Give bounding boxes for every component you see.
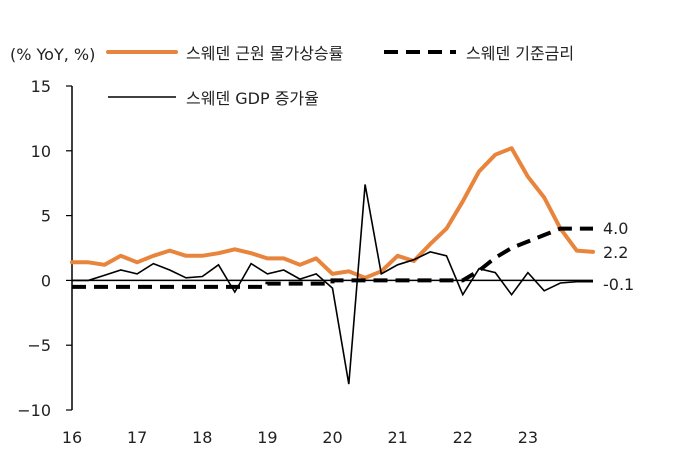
x-tick-label: 18 — [192, 428, 212, 447]
y-tick-label: 10 — [31, 142, 51, 161]
legend-core-cpi-label: 스웨덴 근원 물가상승률 — [186, 44, 344, 63]
legend-swatches — [106, 50, 456, 98]
x-tick-label: 19 — [257, 428, 277, 447]
x-tick-label: 20 — [322, 428, 342, 447]
x-tick-label: 17 — [127, 428, 147, 447]
y-axis-label: (% YoY, %) — [10, 45, 95, 64]
legend-policy-rate-label: 스웨덴 기준금리 — [466, 44, 575, 63]
series-line-policy_rate — [72, 226, 593, 289]
series-line-gdp — [72, 184, 593, 385]
x-tick-label: 23 — [518, 428, 538, 447]
y-tick-label: −5 — [27, 336, 51, 355]
y-tick-label: 15 — [31, 77, 51, 96]
y-tick-label: 5 — [41, 207, 51, 226]
end-label-gdp: -0.1 — [603, 275, 634, 294]
end-label-core_cpi: 2.2 — [603, 243, 628, 262]
y-tick-label: 0 — [41, 271, 51, 290]
series-lines — [70, 146, 595, 385]
x-tick-label: 16 — [62, 428, 82, 447]
x-tick-labels: 16 17 18 19 20 21 22 23 — [62, 428, 538, 447]
y-tick-label: −10 — [17, 401, 51, 420]
axes — [66, 85, 593, 411]
x-tick-label: 21 — [387, 428, 407, 447]
x-tick-label: 22 — [453, 428, 473, 447]
legend-gdp-label: 스웨덴 GDP 증가율 — [186, 89, 319, 108]
end-labels: 2.2 4.0 -0.1 — [603, 219, 634, 294]
series-line-core_cpi — [70, 146, 595, 280]
end-label-policy_rate: 4.0 — [603, 219, 628, 238]
y-tick-labels: 15 10 5 0 −5 −10 — [17, 77, 51, 420]
